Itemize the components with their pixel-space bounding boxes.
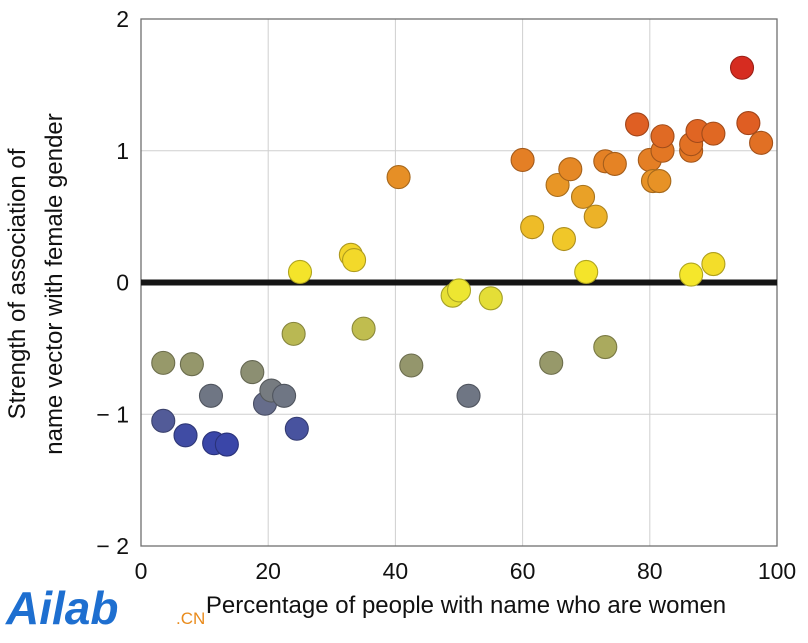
- data-point: [281, 321, 306, 346]
- data-point: [151, 350, 176, 375]
- data-point: [510, 147, 535, 173]
- x-axis-label: Percentage of people with name who are w…: [206, 592, 726, 619]
- data-point: [539, 350, 564, 375]
- data-point: [729, 55, 755, 80]
- x-tick-label: 20: [255, 558, 281, 584]
- y-tick-label: − 2: [96, 533, 129, 559]
- data-point: [240, 360, 265, 385]
- data-point: [351, 316, 376, 341]
- watermark-logo: Ailab .CN: [5, 582, 205, 634]
- y-axis-label-line-2: name vector with female gender: [41, 113, 68, 455]
- data-point: [602, 151, 627, 176]
- data-point: [272, 383, 297, 408]
- data-point: [287, 259, 313, 285]
- data-point: [701, 121, 726, 146]
- data-point: [399, 353, 424, 378]
- y-tick-label: 1: [116, 138, 129, 164]
- data-point: [284, 416, 309, 441]
- data-point: [151, 408, 176, 433]
- data-point: [545, 172, 570, 198]
- y-axis-label: Strength of association of name vector w…: [4, 113, 68, 455]
- data-point: [386, 165, 411, 190]
- data-point: [701, 252, 726, 277]
- data-point: [583, 204, 608, 229]
- data-point: [736, 111, 761, 136]
- y-tick-labels: − 2 − 1 0 1 2: [96, 6, 129, 559]
- data-point: [198, 383, 224, 408]
- data-point: [679, 262, 704, 287]
- data-point: [593, 335, 618, 360]
- data-points: [151, 55, 774, 457]
- data-point: [650, 124, 675, 149]
- data-point: [647, 169, 672, 194]
- data-point: [558, 157, 583, 182]
- x-tick-labels: 0 20 40 60 80 100: [135, 558, 797, 584]
- data-point: [520, 215, 545, 240]
- data-point: [342, 248, 367, 273]
- data-point: [574, 259, 599, 285]
- y-tick-label: 2: [116, 6, 129, 32]
- data-point: [625, 112, 650, 137]
- x-tick-label: 0: [135, 558, 148, 584]
- watermark-suffix: .CN: [176, 609, 205, 628]
- data-point: [179, 352, 204, 377]
- y-tick-label: 0: [116, 270, 129, 296]
- data-point: [214, 432, 239, 457]
- data-point: [749, 130, 774, 155]
- y-axis-label-line-1: Strength of association of: [4, 148, 31, 419]
- data-point: [570, 184, 596, 209]
- data-point: [173, 423, 198, 448]
- watermark-text: Ailab: [5, 582, 118, 634]
- data-point: [551, 226, 576, 252]
- x-tick-label: 40: [383, 558, 409, 584]
- x-tick-label: 100: [758, 558, 796, 584]
- data-point: [446, 278, 472, 303]
- y-tick-label: − 1: [96, 401, 129, 427]
- data-point: [456, 383, 481, 408]
- x-tick-label: 80: [637, 558, 663, 584]
- x-tick-label: 60: [510, 558, 536, 584]
- data-point: [478, 286, 503, 311]
